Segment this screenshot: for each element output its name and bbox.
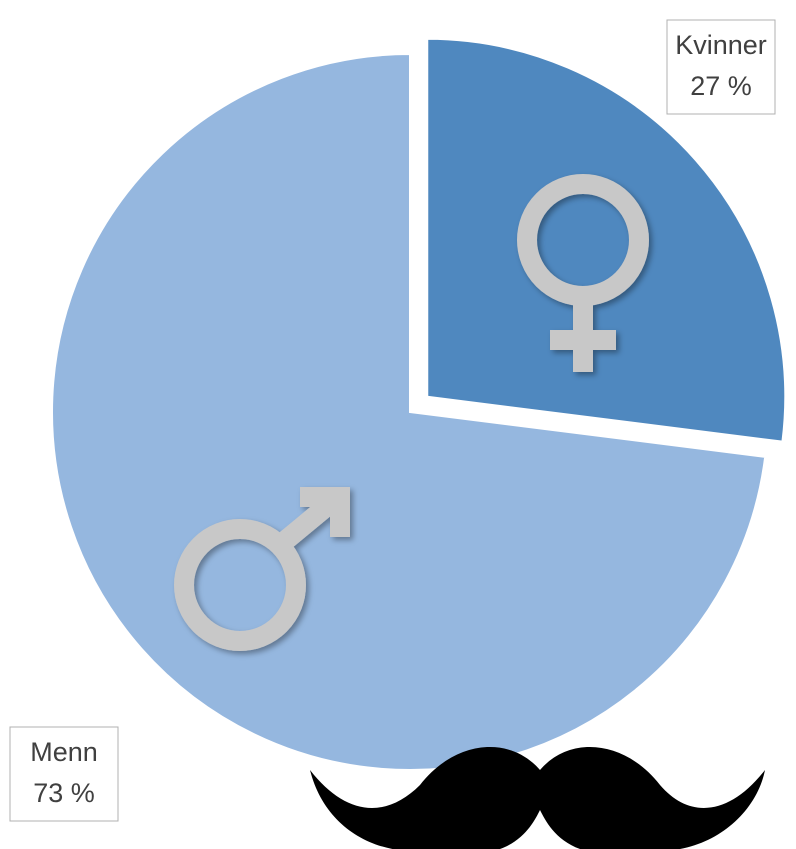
category-label: Menn bbox=[30, 737, 98, 767]
chart: Kvinner 27 % Menn 73 % bbox=[0, 0, 796, 849]
value-label: 73 % bbox=[33, 778, 95, 808]
pie bbox=[52, 39, 785, 770]
value-label: 27 % bbox=[690, 71, 752, 101]
category-label: Kvinner bbox=[675, 30, 767, 60]
